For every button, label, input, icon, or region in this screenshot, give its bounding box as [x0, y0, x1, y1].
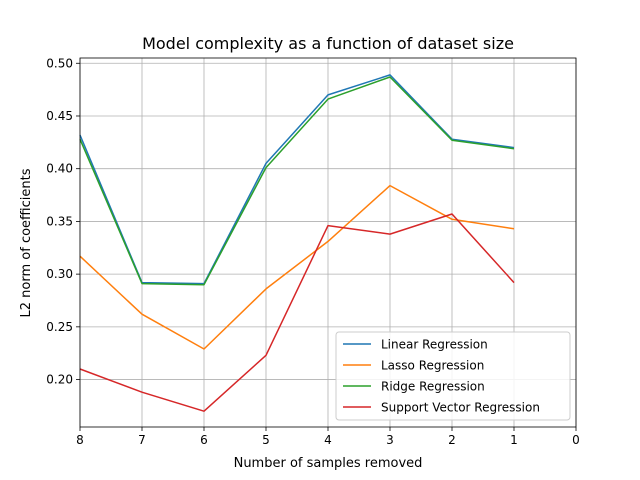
y-tick-label: 0.20 — [46, 373, 73, 387]
y-tick-label: 0.45 — [46, 109, 73, 123]
y-axis-label: L2 norm of coefficients — [19, 168, 34, 317]
y-tick-label: 0.25 — [46, 320, 73, 334]
x-axis-label: Number of samples removed — [234, 456, 423, 471]
series-line-ridge-regression — [79, 76, 515, 286]
y-axis-ticks: 0.20 0.25 0.30 0.35 0.40 0.45 0.50 — [46, 56, 80, 387]
series-lines — [79, 74, 515, 412]
x-tick-label: 4 — [324, 433, 332, 447]
legend-label: Ridge Regression — [381, 380, 485, 394]
series-line-linear-regression — [79, 74, 515, 285]
x-tick-label: 7 — [138, 433, 146, 447]
legend-box — [335, 331, 571, 421]
x-tick-label: 1 — [510, 433, 518, 447]
x-tick-label: 3 — [386, 433, 394, 447]
legend: Linear Regression Lasso Regression Ridge R… — [335, 331, 571, 421]
chart-title: Model complexity as a function of datase… — [142, 34, 514, 53]
legend-label: Lasso Regression — [381, 359, 484, 373]
y-tick-label: 0.35 — [46, 214, 73, 228]
x-tick-label: 5 — [262, 433, 270, 447]
series-line-support-vector-regression — [79, 213, 515, 412]
x-tick-label: 2 — [448, 433, 456, 447]
legend-label: Linear Regression — [381, 338, 488, 352]
x-tick-label: 0 — [572, 433, 580, 447]
y-tick-label: 0.30 — [46, 267, 73, 281]
x-tick-label: 8 — [76, 433, 84, 447]
y-tick-label: 0.40 — [46, 162, 73, 176]
y-tick-label: 0.50 — [46, 56, 73, 70]
x-tick-label: 6 — [200, 433, 208, 447]
x-axis-ticks: 8 7 6 5 4 3 2 1 0 — [76, 427, 580, 447]
series-line-lasso-regression — [79, 184, 515, 350]
legend-label: Support Vector Regression — [381, 401, 540, 415]
